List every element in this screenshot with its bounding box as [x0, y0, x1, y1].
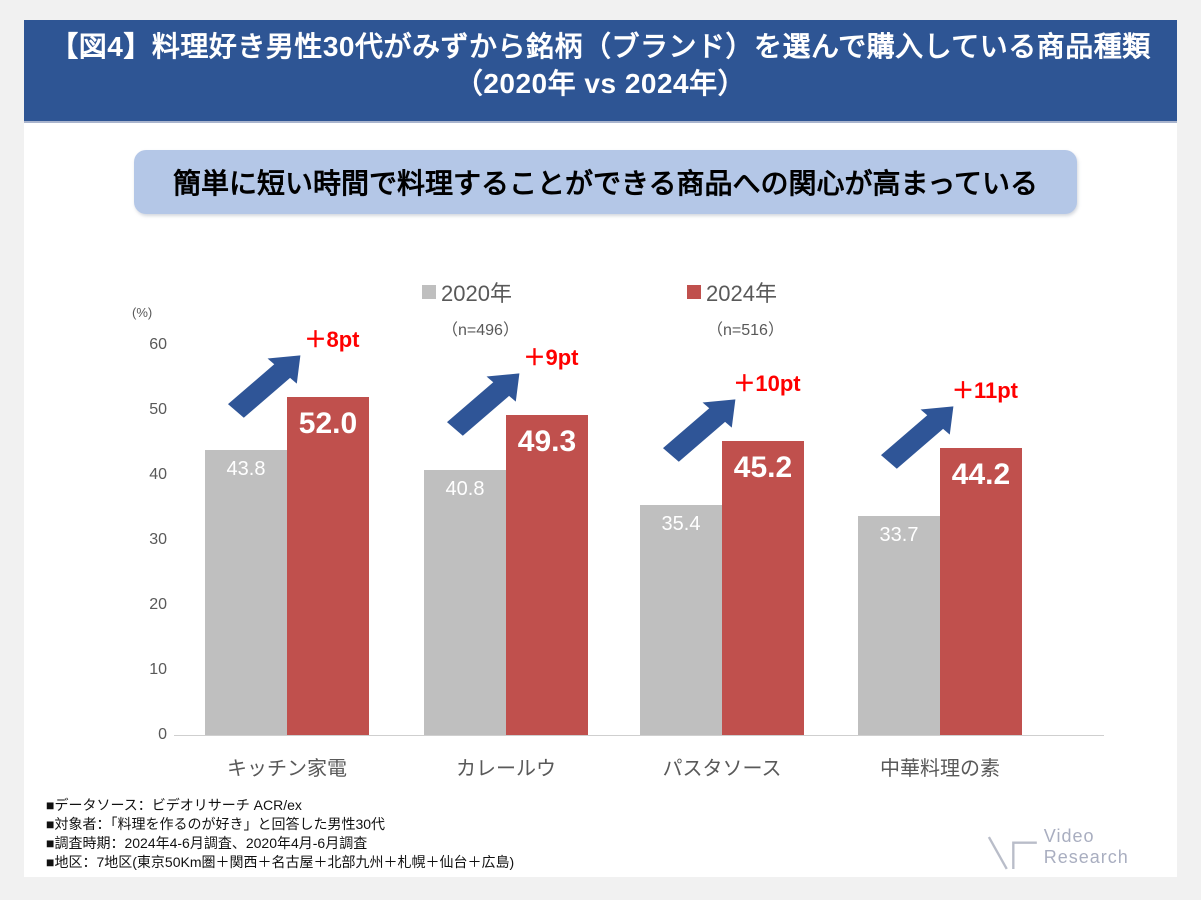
y-axis-tick-label: 60 [149, 336, 167, 353]
bar-2024年-パスタソース: 45.2 [722, 441, 804, 735]
legend-2024: 2024年 （n=516） [687, 276, 784, 340]
legend-samplesize-2020: （n=496） [442, 322, 519, 339]
bar-value-label: 43.8 [226, 458, 266, 480]
legend-row-2024: 2024年 [687, 276, 784, 308]
chart-title-bar: 【図4】料理好き男性30代がみずから銘柄（ブランド）を選んで購入している商品種類… [24, 20, 1177, 123]
y-axis-unit-label: (%) [132, 305, 153, 320]
legend-swatch-2020 [422, 285, 436, 299]
bar-2020年-カレールウ: 40.8 [424, 470, 506, 735]
y-axis-tick-label: 50 [149, 401, 167, 418]
plot-area: 0 10 20 30 40 50 60 43.8 52.0 キッチン家電 ＋8pt 40.8 49.3 カ… [24, 20, 1177, 877]
bar-value-label: 52.0 [298, 407, 358, 440]
bar-value-label: 33.7 [879, 524, 919, 546]
chart-title-line1: 【図4】料理好き男性30代がみずから銘柄（ブランド）を選んで購入している商品種類 [50, 31, 1151, 62]
footnote-datasource: ■データソース：ビデオリサーチ ACR/ex [46, 797, 302, 813]
video-research-logo: Video Research [987, 826, 1177, 874]
diff-pt-label: ＋10pt [733, 371, 801, 396]
bar-value-label: 35.4 [661, 513, 701, 535]
footnote-regions: ■地区：7地区(東京50Km圏＋関西＋名古屋＋北部九州＋札幌＋仙台＋広島) [46, 854, 515, 870]
y-axis-tick-label: 40 [149, 466, 167, 483]
legend-label-2024: 2024年 [706, 281, 777, 306]
footnotes: ■データソース：ビデオリサーチ ACR/ex ■対象者：「料理を作るのが好き」と… [46, 796, 514, 872]
bar-2020年-キッチン家電: 43.8 [205, 450, 287, 735]
bar-2020年-中華料理の素: 33.7 [858, 516, 940, 735]
category-label: キッチン家電 [227, 758, 347, 780]
diff-pt-label: ＋8pt [304, 327, 360, 352]
bar-2024年-中華料理の素: 44.2 [940, 448, 1022, 735]
category-label: パスタソース [662, 758, 782, 780]
y-axis-tick-label: 0 [158, 726, 167, 743]
increase-arrow-icon [227, 355, 301, 418]
content-card: 【図4】料理好き男性30代がみずから銘柄（ブランド）を選んで購入している商品種類… [24, 20, 1177, 877]
increase-arrow-icon [662, 399, 736, 462]
bar-2024年-カレールウ: 49.3 [506, 415, 588, 735]
bar-value-label: 49.3 [517, 425, 577, 458]
footnote-survey-period: ■調査時期：2024年4-6月調査、2020年4月-6月調査 [46, 835, 368, 851]
video-research-logo-mark [987, 836, 1037, 870]
y-axis-tick-label: 30 [149, 531, 167, 548]
category-label: 中華料理の素 [880, 758, 1000, 780]
chart-title-line2: （2020年 vs 2024年） [454, 68, 747, 99]
bar-2020年-パスタソース: 35.4 [640, 505, 722, 735]
bar-value-label: 40.8 [445, 478, 485, 500]
diff-pt-label: ＋9pt [523, 345, 579, 370]
legend-samplesize-2024: （n=516） [707, 322, 784, 339]
video-research-logo-text: Video Research [1043, 826, 1129, 867]
increase-arrow-icon [880, 406, 954, 469]
key-message-text: 簡単に短い時間で料理することができる商品への関心が高まっている [173, 168, 1038, 199]
legend-swatch-2024 [687, 285, 701, 299]
increase-arrow-icon [446, 373, 520, 436]
x-axis-line [174, 735, 1104, 736]
y-axis-tick-label: 20 [149, 596, 167, 613]
key-message-box: 簡単に短い時間で料理することができる商品への関心が高まっている [134, 150, 1077, 214]
legend-2020: 2020年 （n=496） [422, 276, 519, 340]
bar-2024年-キッチン家電: 52.0 [287, 397, 369, 735]
footnote-respondents: ■対象者：「料理を作るのが好き」と回答した男性30代 [46, 816, 386, 832]
bar-value-label: 45.2 [733, 451, 793, 484]
bar-value-label: 44.2 [951, 458, 1011, 491]
category-label: カレールウ [456, 758, 556, 780]
y-axis-tick-label: 10 [149, 661, 167, 678]
legend-row-2020: 2020年 [422, 276, 519, 308]
diff-pt-label: ＋11pt [951, 378, 1019, 403]
legend-label-2020: 2020年 [441, 281, 512, 306]
